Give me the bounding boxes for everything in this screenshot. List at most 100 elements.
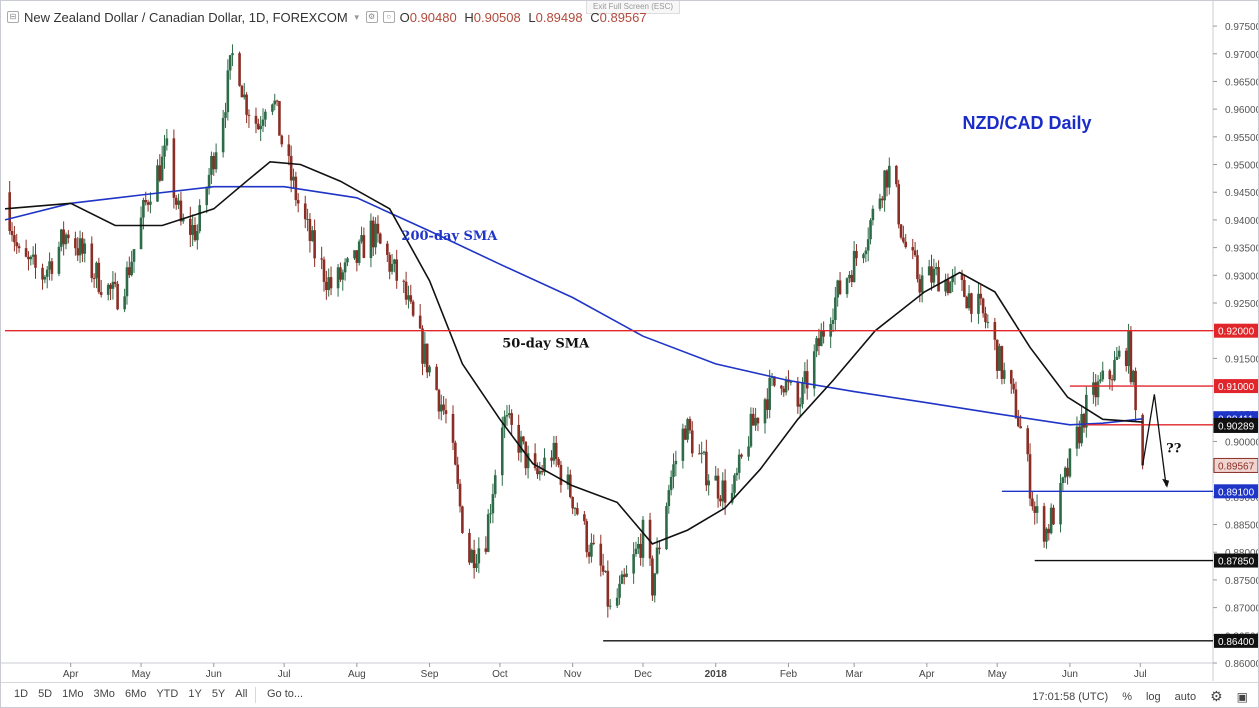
timeframe-1mo[interactable]: 1Mo (62, 688, 84, 700)
candle-up (106, 284, 110, 295)
sma50-line (4, 160, 1143, 545)
candle-down (550, 457, 553, 461)
candle-down (1009, 370, 1013, 384)
candle-up (871, 208, 875, 221)
candle-down (442, 404, 445, 411)
candle-up (306, 219, 309, 221)
candle-down (34, 254, 37, 268)
level-price-label: 0.92000 (1218, 327, 1255, 338)
settings-icon[interactable]: ⚙ (365, 11, 378, 23)
candle-down (329, 277, 333, 289)
candle-up (566, 474, 570, 485)
goto-date-button[interactable]: Go to... (267, 688, 304, 700)
candle-up (819, 330, 823, 347)
candle-down (592, 542, 596, 544)
timeframe-6mo[interactable]: 6Mo (124, 688, 147, 700)
candle-down (444, 410, 448, 414)
candle-down (461, 506, 464, 533)
candle-up (264, 111, 267, 120)
candle-up (477, 548, 481, 564)
candle-up (674, 460, 678, 465)
candle-up (927, 266, 931, 276)
price-tick-label: 0.88500 (1225, 521, 1258, 532)
chart-annotation: 50-day SMA (502, 336, 590, 351)
candle-up (1002, 370, 1006, 379)
candle-up (714, 475, 718, 481)
candle-up (686, 419, 689, 440)
fullscreen-icon[interactable]: ▣ (1236, 689, 1248, 704)
candle-up (132, 249, 136, 262)
candle-down (559, 464, 563, 485)
time-tick-label: Oct (492, 669, 508, 680)
candle-down (963, 280, 966, 297)
candle-down (50, 261, 54, 274)
price-tick-label: 0.97500 (1225, 22, 1258, 33)
timeframe-selector: 1D 5D 1Mo 3Mo 6Mo YTD 1Y 5Y All (9, 688, 253, 700)
candle-up (224, 112, 227, 118)
candle-down (796, 381, 800, 407)
candle-up (784, 379, 788, 393)
candle-down (740, 454, 743, 457)
candle-down (275, 100, 279, 102)
candle-down (639, 543, 642, 558)
candle-down (911, 247, 915, 251)
auto-scale-toggle[interactable]: auto (1174, 690, 1197, 703)
timeframe-3mo[interactable]: 3Mo (93, 688, 115, 700)
level-price-label: 0.89100 (1218, 487, 1255, 498)
candle-up (95, 262, 98, 279)
candle-down (1110, 379, 1114, 381)
candle-down (27, 256, 30, 260)
percent-scale-toggle[interactable]: % (1122, 690, 1132, 703)
candle-down (965, 296, 969, 309)
candle-up (221, 117, 225, 153)
candle-up (1101, 370, 1105, 380)
level-price-label: 0.91000 (1218, 382, 1255, 393)
timeframe-1y[interactable]: 1Y (188, 688, 202, 700)
timeframe-5y[interactable]: 5Y (211, 688, 226, 700)
timeframe-ytd[interactable]: YTD (156, 688, 179, 700)
log-scale-toggle[interactable]: log (1145, 690, 1161, 703)
candle-down (24, 248, 28, 257)
time-tick-label: 2018 (705, 669, 728, 680)
candles-group (8, 44, 1144, 618)
candle-down (587, 552, 591, 557)
candle-up (231, 53, 234, 56)
timeframe-5d[interactable]: 5D (38, 688, 53, 700)
hide-icon[interactable]: ○ (382, 11, 395, 23)
candle-down (517, 424, 520, 453)
collapse-icon[interactable]: ⊟ (7, 11, 19, 23)
time-tick-label: May (132, 669, 151, 680)
candle-down (705, 451, 708, 486)
symbol-menu-chevron-icon[interactable]: ▼ (352, 12, 361, 22)
candle-up (944, 279, 947, 292)
candle-down (1052, 507, 1055, 525)
high-value: 0.90508 (473, 9, 521, 25)
candle-down (254, 115, 258, 124)
candle-up (1115, 356, 1119, 360)
candle-up (737, 454, 741, 473)
candle-down (688, 419, 692, 431)
gear-icon[interactable]: ⚙ (1210, 688, 1223, 704)
price-tick-label: 0.95500 (1225, 133, 1258, 144)
candle-up (815, 338, 818, 352)
candle-up (669, 476, 673, 491)
candle-down (322, 259, 326, 282)
candle-down (981, 298, 985, 314)
candle-down (74, 238, 77, 249)
candle-down (128, 267, 131, 276)
candle-down (189, 218, 192, 235)
price-tick-label: 0.89000 (1225, 493, 1258, 504)
timeframe-all[interactable]: All (235, 688, 248, 700)
candle-down (116, 283, 119, 310)
candle-up (653, 573, 657, 596)
symbol-title: New Zealand Dollar / Canadian Dollar, 1D… (24, 9, 348, 25)
candle-down (683, 428, 687, 440)
candle-down (895, 165, 898, 185)
candle-up (948, 282, 952, 294)
timeframe-1d[interactable]: 1D (14, 688, 29, 700)
price-tick-label: 0.97000 (1225, 50, 1258, 61)
candle-down (651, 558, 654, 596)
exit-fullscreen-button[interactable]: Exit Full Screen (ESC) (586, 1, 680, 14)
candle-down (10, 230, 14, 236)
